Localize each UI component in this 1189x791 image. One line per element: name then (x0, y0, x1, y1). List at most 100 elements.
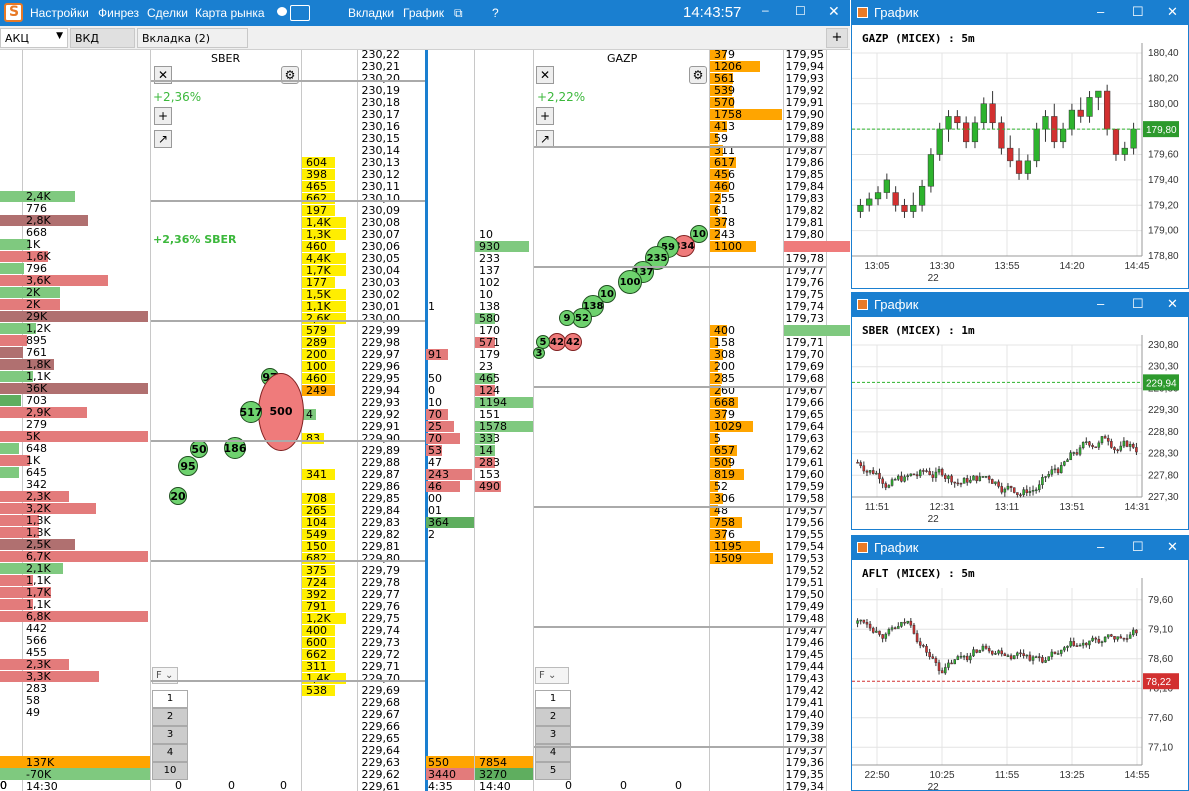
gazp-filter-select[interactable]: F ⌄ (535, 667, 569, 684)
page-button[interactable]: 3 (152, 726, 188, 744)
maximize-icon[interactable]: ☐ (795, 4, 806, 18)
page-button[interactable]: 2 (535, 708, 571, 726)
volume-value: 138 (479, 300, 500, 313)
candle-body (925, 645, 928, 653)
restore-tabs-icon[interactable]: ⧉ (454, 6, 463, 20)
minimize-icon[interactable]: – (762, 3, 769, 17)
candle-body (901, 205, 908, 212)
page-button[interactable]: 1 (535, 690, 571, 708)
menu-market-map[interactable]: Карта рынка (195, 6, 265, 20)
candle-body (900, 475, 903, 482)
gazp-close-icon[interactable]: ✕ (536, 66, 554, 84)
candle-body (1091, 637, 1094, 642)
chat-input[interactable] (290, 5, 310, 21)
book-bar (710, 133, 718, 144)
price-level: 230,11 (361, 180, 401, 193)
candle-body (871, 627, 875, 633)
book-bar (710, 325, 727, 336)
candle-body (1053, 468, 1057, 471)
candle-body (934, 471, 938, 478)
chart-window-title: График (874, 540, 919, 555)
candle-body (927, 154, 935, 187)
y-tick-label: 77,10 (1148, 742, 1173, 753)
volume-value: 1,2K (26, 322, 51, 335)
book-volume: 61 (714, 204, 728, 217)
market-select[interactable]: АКЦ ▼ (0, 28, 68, 48)
page-button[interactable]: 5 (535, 762, 571, 780)
page-button[interactable]: 4 (535, 744, 571, 762)
gazp-chart-icon[interactable]: ↗ (536, 130, 554, 148)
time-a: 4:35 (428, 780, 453, 791)
counter-value: 0 (565, 779, 572, 791)
left-total-sell: -70K (26, 768, 52, 781)
sber-plus-button[interactable]: + (154, 107, 172, 125)
book-volume: 378 (714, 216, 735, 229)
page-button[interactable]: 2 (152, 708, 188, 726)
page-button[interactable]: 1 (152, 690, 188, 708)
volume-bar (0, 527, 39, 538)
price-level: 229,88 (361, 456, 401, 469)
tab-vkladka-2[interactable]: Вкладка (2) (137, 28, 248, 48)
candle-body (871, 470, 875, 475)
volume-bar (0, 251, 48, 262)
candle-body (1122, 637, 1126, 640)
book-volume: 243 (714, 228, 735, 241)
y-tick-label: 180,00 (1148, 99, 1179, 110)
splitter[interactable] (425, 50, 428, 791)
price-level: 179,51 (785, 576, 825, 589)
page-button[interactable]: 10 (152, 762, 188, 780)
candle-body (897, 475, 900, 480)
sber-chart-icon[interactable]: ↗ (154, 130, 172, 148)
close-icon[interactable]: ✕ (1167, 539, 1178, 554)
maximize-icon[interactable]: ☐ (1132, 539, 1144, 554)
close-icon[interactable]: ✕ (1167, 296, 1178, 311)
tab-vkd[interactable]: ВКД (70, 28, 135, 48)
menu-settings[interactable]: Настройки (30, 6, 89, 20)
maximize-icon[interactable]: ☐ (1132, 296, 1144, 311)
sber-filter-select[interactable]: F ⌄ (152, 667, 178, 684)
candle-body (1033, 128, 1040, 162)
volume-value: 668 (26, 226, 47, 239)
close-icon[interactable]: ✕ (1167, 4, 1178, 19)
candle-body (1000, 486, 1003, 493)
grid-line (534, 386, 826, 388)
gazp-settings-icon[interactable]: ⚙ (689, 66, 707, 84)
last-price-label: 78,22 (1146, 677, 1171, 688)
chat-icon[interactable] (277, 7, 287, 16)
book-bar (302, 361, 335, 372)
menu-chart[interactable]: График (403, 6, 444, 20)
minimize-icon[interactable]: – (1097, 296, 1105, 311)
chart-window-gazp[interactable]: График – ☐ ✕ GAZP (MICEX) : 5m 180,40 180,2… (851, 0, 1189, 289)
maximize-icon[interactable]: ☐ (1132, 4, 1144, 19)
candle-body (859, 462, 862, 466)
aflt-candlestick-chart[interactable]: 79,6079,1078,6078,1077,6077,1022:5010:25… (852, 560, 1188, 790)
menu-deals[interactable]: Сделки (147, 6, 188, 20)
sber-close-icon[interactable]: ✕ (154, 66, 172, 84)
candle-body (1041, 477, 1044, 485)
gazp-candlestick-chart[interactable]: 180,40 180,20 180,00 179,80 179,60 179,40 179,… (852, 25, 1188, 288)
volume-value: 1194 (479, 396, 507, 409)
price-level: 230,06 (361, 240, 401, 253)
candle-body (1075, 645, 1079, 647)
sber-candlestick-chart[interactable]: 230,80230,30229,80229,30228,80228,30227,… (852, 317, 1188, 529)
trade-value: 70 (428, 432, 442, 445)
book-bar (302, 601, 335, 612)
page-button[interactable]: 4 (152, 744, 188, 762)
gazp-plus-button[interactable]: + (536, 107, 554, 125)
sber-settings-icon[interactable]: ⚙ (281, 66, 299, 84)
page-button[interactable]: 3 (535, 726, 571, 744)
menu-finrez[interactable]: Финрез (98, 6, 140, 20)
price-level: 229,66 (361, 720, 401, 733)
chart-window-sber[interactable]: График – ☐ ✕ SBER (MICEX) : 1m 230,80 230,3… (851, 292, 1189, 530)
minimize-icon[interactable]: – (1097, 4, 1105, 19)
volume-value: 1,1K (26, 574, 51, 587)
chart-window-aflt[interactable]: График – ☐ ✕ AFLT (MICEX) : 5m 79,60 79,10 7… (851, 535, 1189, 791)
menu-tabs[interactable]: Вкладки (348, 6, 395, 20)
book-volume: 460 (306, 372, 327, 385)
help-button[interactable]: ? (492, 6, 499, 20)
candle-body (868, 470, 872, 473)
close-icon[interactable]: ✕ (828, 3, 840, 19)
minimize-icon[interactable]: – (1097, 539, 1105, 554)
add-tab-button[interactable]: + (826, 28, 848, 48)
price-level: 229,75 (361, 612, 401, 625)
